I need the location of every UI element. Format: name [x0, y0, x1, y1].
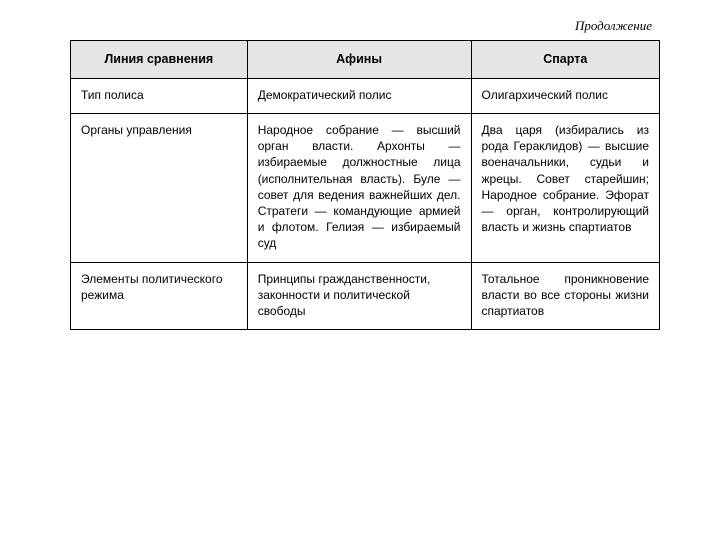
cell-text: Тотальное про­никновение власти во все с… — [482, 271, 650, 320]
cell-athens: Принципы гражданственности, законности и… — [247, 262, 471, 330]
cell-sparta: Олигархический полис — [471, 78, 660, 113]
cell-sparta: Два царя (изби­рались из рода Гераклидов… — [471, 114, 660, 263]
comparison-table: Линия сравнения Афины Спарта Тип полиса … — [70, 40, 660, 330]
cell-text: Два царя (изби­рались из рода Гераклидов… — [482, 122, 650, 235]
table-row: Элементы политического режима Принципы г… — [71, 262, 660, 330]
document-page: Продолжение Линия сравнения Афины Спарта… — [0, 0, 720, 540]
cell-athens: Демократический полис — [247, 78, 471, 113]
cell-athens: Народное собрание — высший орган власти.… — [247, 114, 471, 263]
cell-criterion: Элементы политического режима — [71, 262, 248, 330]
table-header-row: Линия сравнения Афины Спарта — [71, 41, 660, 79]
cell-criterion: Тип полиса — [71, 78, 248, 113]
table-row: Тип полиса Демократический полис Олигарх… — [71, 78, 660, 113]
cell-criterion: Органы управления — [71, 114, 248, 263]
cell-sparta: Тотальное про­никновение власти во все с… — [471, 262, 660, 330]
col-header-criterion: Линия сравнения — [71, 41, 248, 79]
cell-text: Народное собрание — высший орган власти.… — [258, 122, 461, 252]
continuation-label: Продолжение — [70, 18, 652, 34]
col-header-sparta: Спарта — [471, 41, 660, 79]
col-header-athens: Афины — [247, 41, 471, 79]
table-row: Органы управления Народное собрание — вы… — [71, 114, 660, 263]
